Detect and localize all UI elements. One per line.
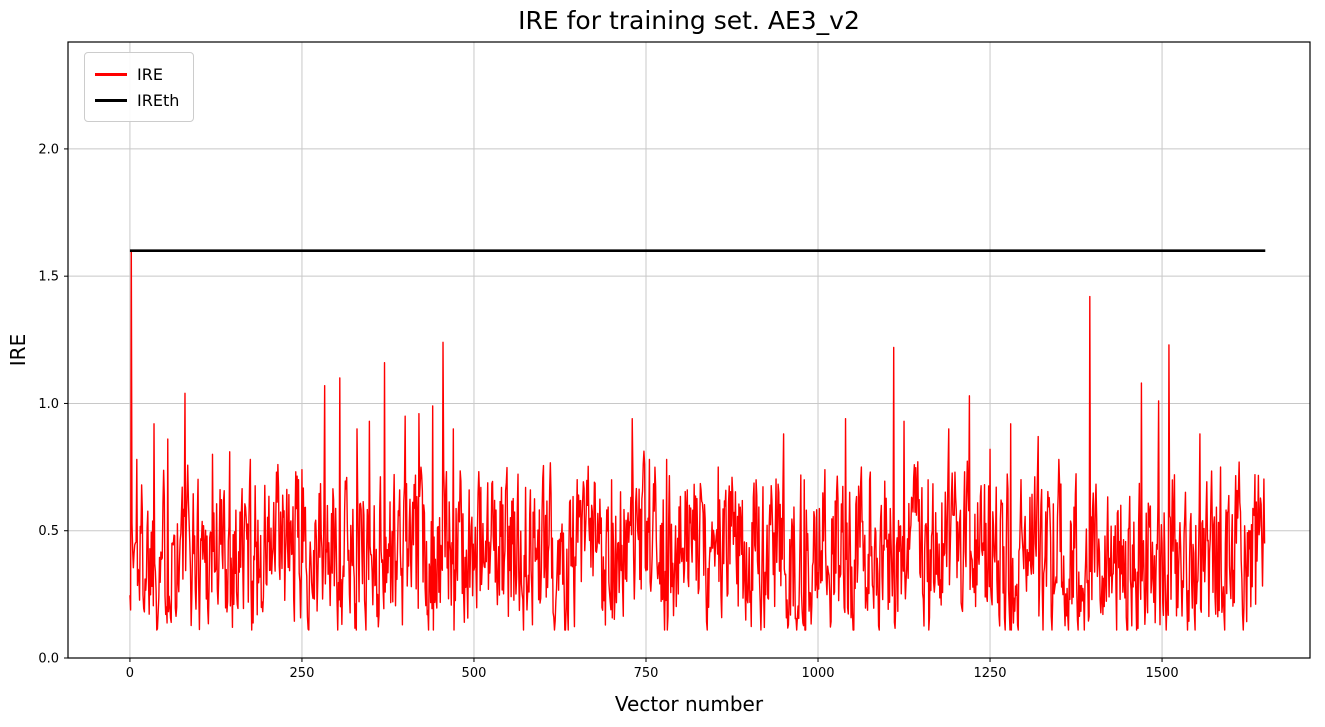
chart-title: IRE for training set. AE3_v2 [518,6,860,35]
legend: IRE IREth [84,52,195,122]
axes-spines [67,41,1311,659]
x-tick-label: 1250 [973,666,1006,681]
y-tick-label: 0.0 [38,652,59,667]
legend-label-ireth: IREth [137,90,180,110]
ire-line-sample-icon [95,72,127,76]
y-axis-label: IRE [6,333,30,367]
legend-entry-ireth: IREth [95,87,179,113]
y-tick-label: 0.5 [38,524,59,539]
y-tick-label: 1.0 [38,397,59,412]
series-line-ire [129,250,1266,631]
y-tick-label: 1.5 [38,270,59,285]
x-tick-label: 500 [462,666,487,681]
x-tick-label: 1000 [801,666,834,681]
ireth-line-sample-icon [95,98,127,102]
x-tick-label: 1500 [1146,666,1179,681]
x-tick-label: 0 [126,666,134,681]
x-tick-label: 750 [634,666,659,681]
legend-entry-ire: IRE [95,61,179,87]
x-tick-label: 250 [290,666,315,681]
y-tick-label: 2.0 [38,142,59,157]
x-axis-label: Vector number [614,692,764,716]
legend-label-ire: IRE [137,64,163,84]
